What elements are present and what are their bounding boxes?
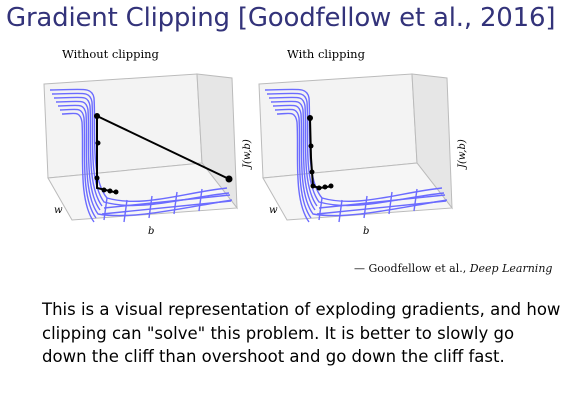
plot-box <box>258 73 453 221</box>
plot-without-clipping: w b J(w,b) <box>43 73 253 237</box>
descent-path <box>309 117 332 190</box>
descent-points <box>94 113 233 195</box>
figure-label-without-clipping: Without clipping <box>62 47 159 61</box>
axis-label-j: J(w,b) <box>457 139 468 170</box>
figure-label-with-clipping: With clipping <box>287 47 365 61</box>
cliff-surface <box>264 88 448 223</box>
axis-label-w: w <box>269 205 278 216</box>
caption-book-title: Deep Learning <box>469 262 553 275</box>
axis-label-w: w <box>54 205 63 216</box>
axis-label-b: b <box>148 226 154 237</box>
figure-caption: — Goodfellow et al., Deep Learning <box>354 262 552 275</box>
plot-box <box>43 73 238 221</box>
cliff-surface <box>49 88 233 223</box>
slide-title: Gradient Clipping [Goodfellow et al., 20… <box>6 3 556 33</box>
axis-label-j: J(w,b) <box>242 139 253 170</box>
descent-points <box>307 115 334 191</box>
plot-with-clipping: w b J(w,b) <box>258 73 468 237</box>
body-text: This is a visual representation of explo… <box>42 300 561 366</box>
axis-label-b: b <box>363 226 369 237</box>
caption-prefix: — Goodfellow et al., <box>354 262 470 275</box>
